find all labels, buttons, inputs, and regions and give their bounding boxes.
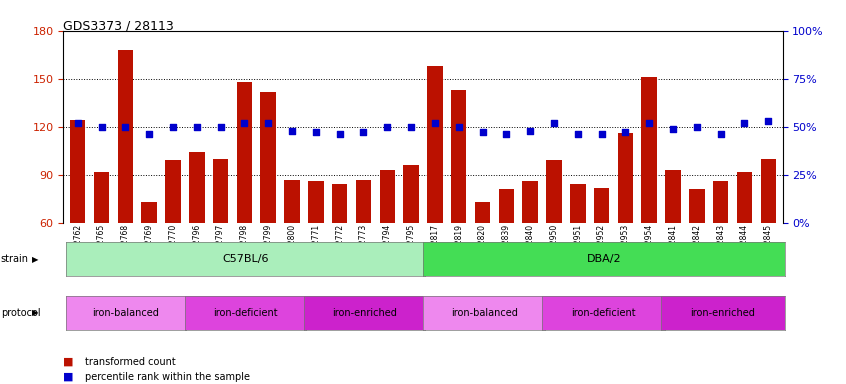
Text: protocol: protocol	[1, 308, 41, 318]
Bar	[665, 170, 681, 223]
Bar	[618, 133, 633, 223]
Bar	[165, 161, 181, 223]
Text: DBA/2: DBA/2	[586, 254, 621, 264]
Text: C57BL/6: C57BL/6	[222, 254, 269, 264]
Point	[142, 131, 156, 137]
Point	[500, 131, 514, 137]
Point	[547, 120, 561, 126]
Point	[95, 124, 108, 130]
Bar	[308, 181, 323, 223]
Bar	[737, 172, 752, 223]
Bar	[237, 82, 252, 223]
Bar	[427, 66, 442, 223]
Point	[71, 120, 85, 126]
Text: strain: strain	[1, 254, 29, 264]
Text: iron-deficient: iron-deficient	[571, 308, 636, 318]
Point	[190, 124, 204, 130]
Text: ▶: ▶	[32, 255, 39, 264]
Text: GDS3373 / 28113: GDS3373 / 28113	[63, 19, 174, 32]
Text: iron-balanced: iron-balanced	[92, 308, 159, 318]
Bar	[404, 165, 419, 223]
Point	[667, 126, 680, 132]
Point	[332, 131, 346, 137]
Bar	[570, 184, 585, 223]
Point	[238, 120, 251, 126]
Point	[618, 129, 632, 136]
Text: iron-deficient: iron-deficient	[213, 308, 277, 318]
Bar	[713, 181, 728, 223]
Bar	[498, 189, 514, 223]
Point	[475, 129, 489, 136]
Bar	[118, 50, 133, 223]
Point	[690, 124, 704, 130]
Point	[357, 129, 371, 136]
Bar	[641, 77, 657, 223]
Text: ■: ■	[63, 372, 74, 382]
Bar	[547, 161, 562, 223]
Point	[738, 120, 751, 126]
Text: iron-balanced: iron-balanced	[451, 308, 518, 318]
Point	[642, 120, 656, 126]
Bar	[689, 189, 705, 223]
Bar	[761, 159, 776, 223]
Text: ▶: ▶	[32, 308, 39, 318]
Bar	[594, 187, 609, 223]
Text: percentile rank within the sample: percentile rank within the sample	[85, 372, 250, 382]
Bar	[355, 180, 371, 223]
Bar	[213, 159, 228, 223]
Point	[309, 129, 322, 136]
Bar	[261, 91, 276, 223]
Point	[118, 124, 132, 130]
Bar	[451, 90, 466, 223]
Bar	[189, 152, 205, 223]
Point	[214, 124, 228, 130]
Bar	[475, 202, 491, 223]
Bar	[70, 120, 85, 223]
Point	[285, 127, 299, 134]
Point	[452, 124, 465, 130]
Point	[571, 131, 585, 137]
Bar	[94, 172, 109, 223]
Bar	[332, 184, 348, 223]
Point	[595, 131, 608, 137]
Point	[714, 131, 728, 137]
Point	[761, 118, 775, 124]
Bar	[284, 180, 299, 223]
Bar	[380, 170, 395, 223]
Bar	[141, 202, 157, 223]
Text: transformed count: transformed count	[85, 357, 175, 367]
Point	[261, 120, 275, 126]
Point	[428, 120, 442, 126]
Point	[381, 124, 394, 130]
Text: ■: ■	[63, 357, 74, 367]
Point	[166, 124, 179, 130]
Point	[404, 124, 418, 130]
Bar	[523, 181, 538, 223]
Point	[524, 127, 537, 134]
Text: iron-enriched: iron-enriched	[690, 308, 755, 318]
Text: iron-enriched: iron-enriched	[332, 308, 397, 318]
